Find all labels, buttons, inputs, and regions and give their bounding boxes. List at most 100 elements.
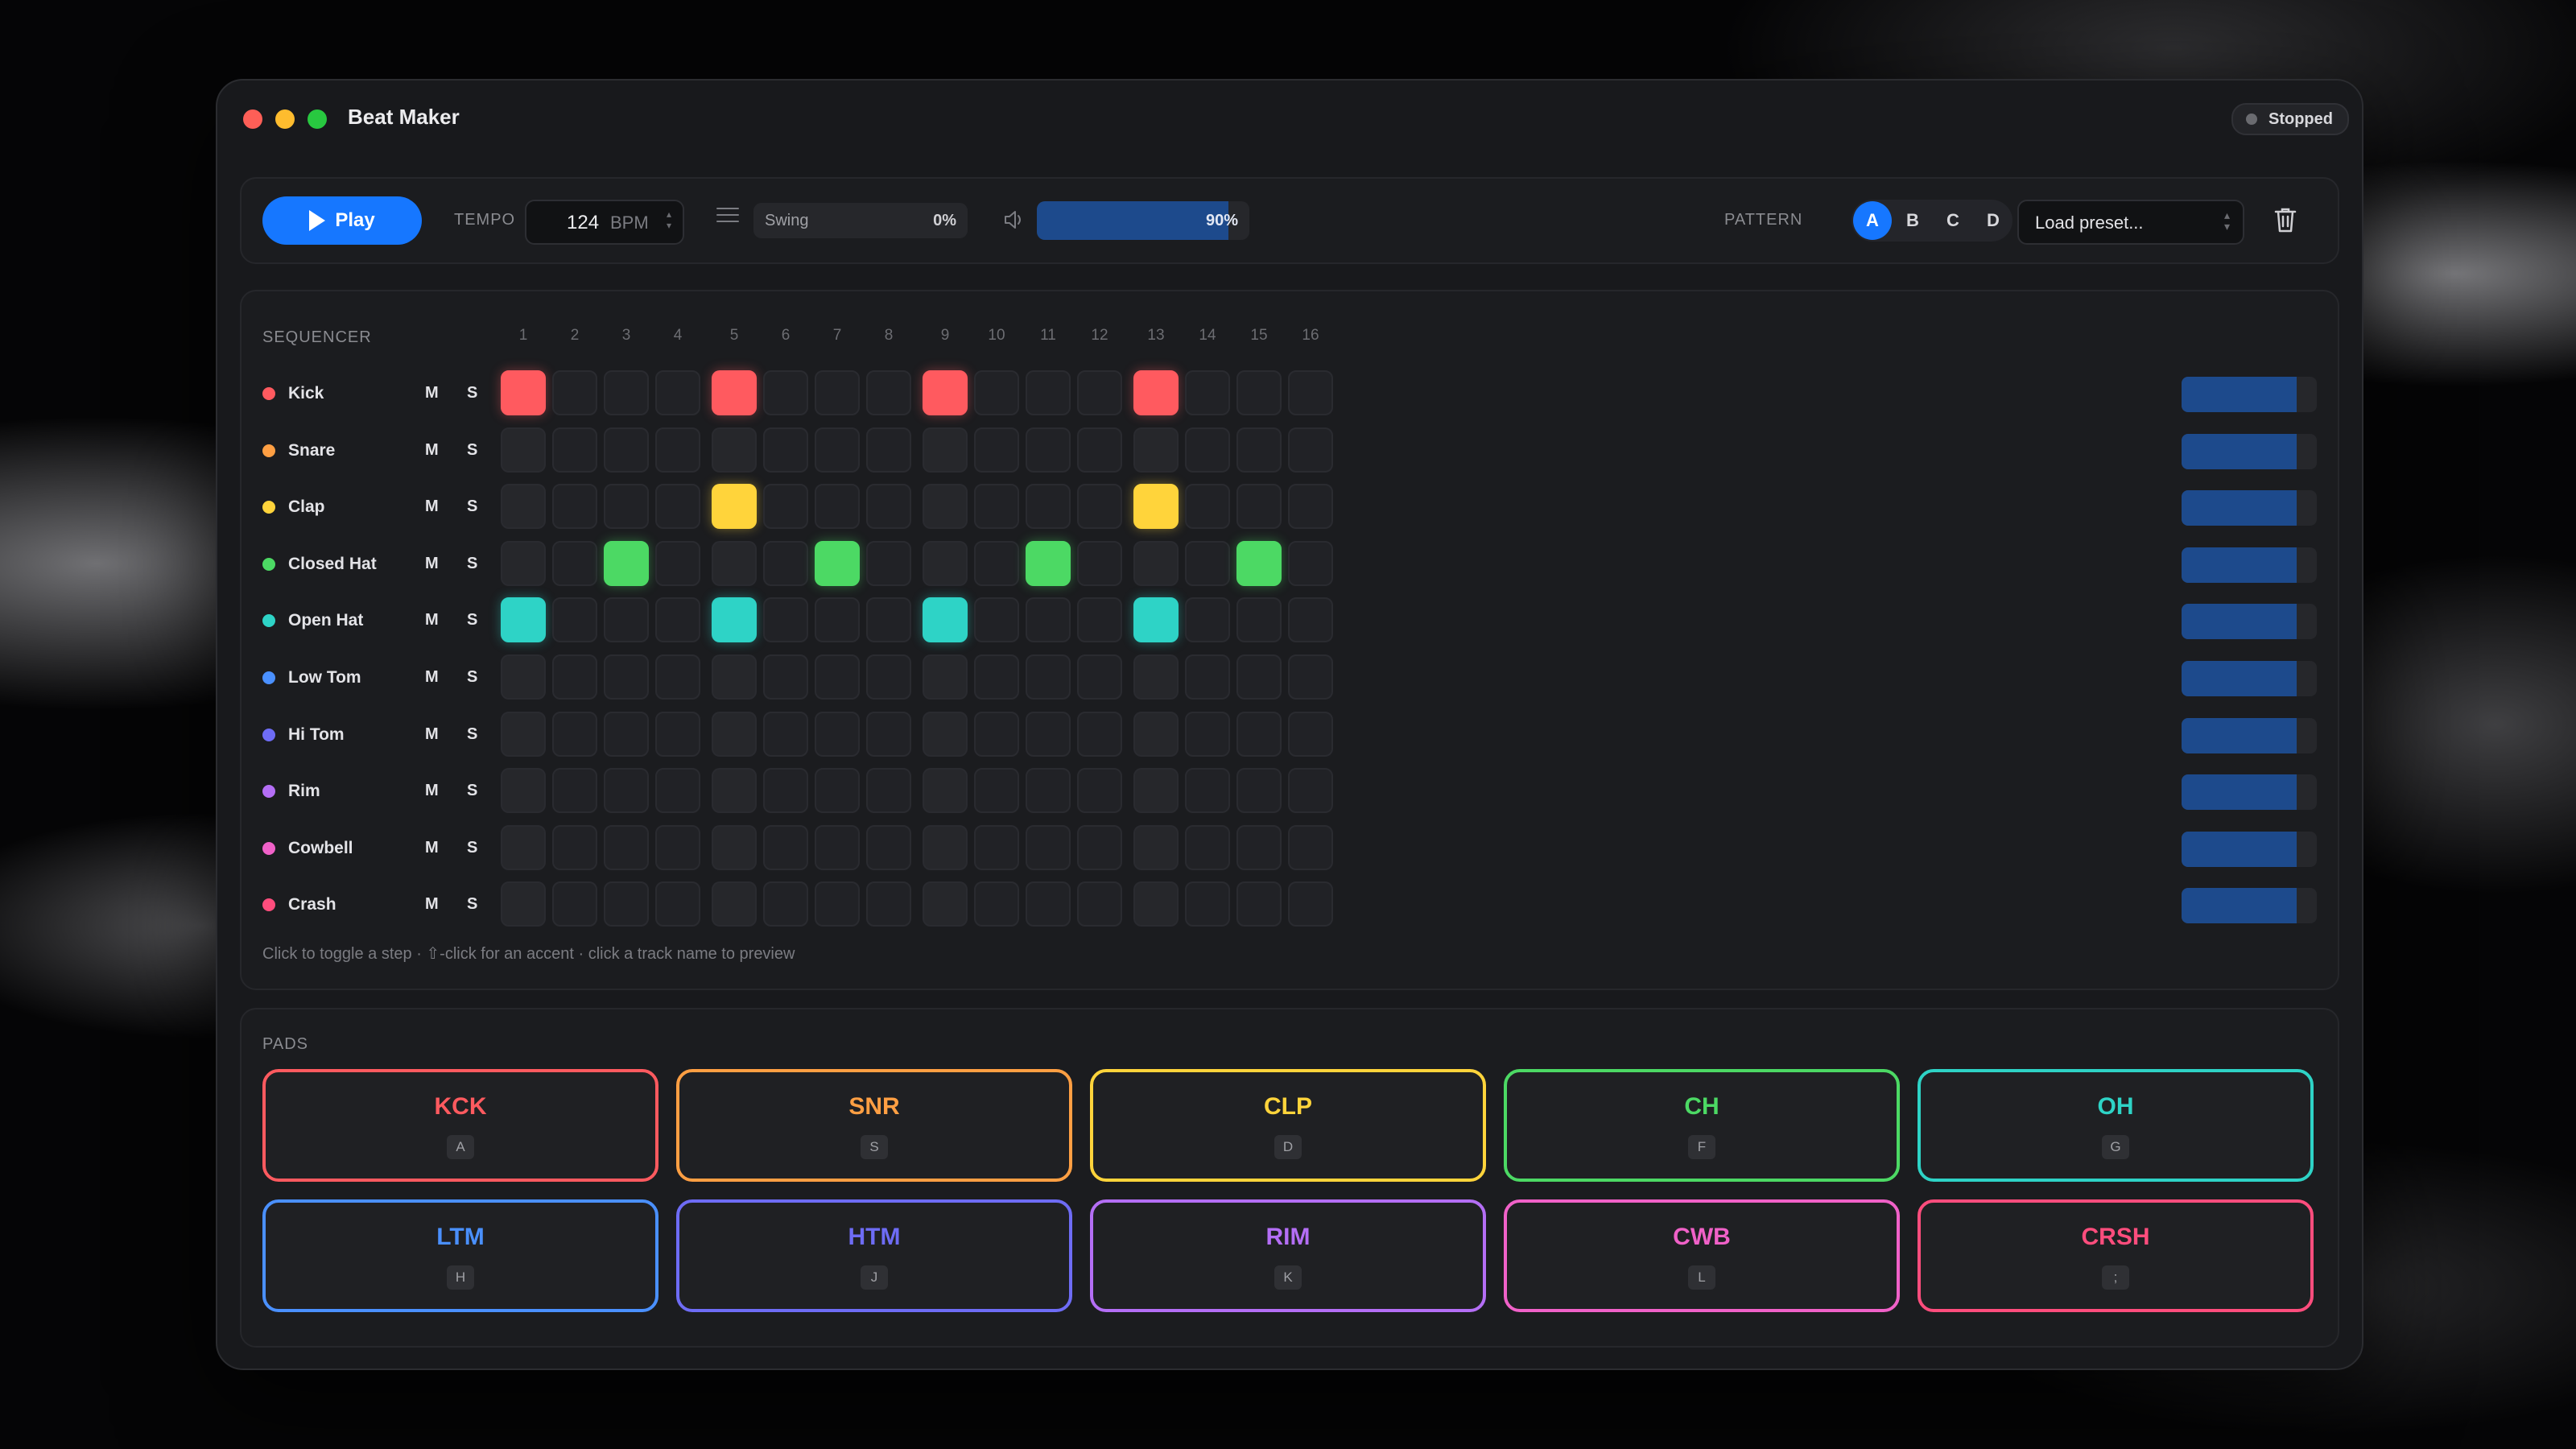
step-cell[interactable] (866, 597, 911, 643)
track-volume-slider[interactable] (2182, 490, 2317, 526)
step-cell[interactable] (501, 654, 546, 700)
step-cell[interactable] (974, 540, 1019, 586)
step-cell[interactable] (815, 824, 860, 870)
track-name[interactable]: Kick (288, 384, 324, 402)
step-cell[interactable] (923, 654, 968, 700)
track-name[interactable]: Cowbell (288, 838, 353, 857)
step-cell[interactable] (1077, 824, 1122, 870)
step-cell[interactable] (763, 881, 808, 927)
step-cell[interactable] (712, 711, 757, 757)
step-cell[interactable] (1236, 881, 1282, 927)
step-cell-active[interactable] (604, 540, 649, 586)
mute-button[interactable]: M (425, 384, 439, 402)
master-volume-slider[interactable]: 90% (1037, 201, 1249, 240)
step-cell[interactable] (1133, 711, 1179, 757)
step-cell[interactable] (923, 881, 968, 927)
step-cell[interactable] (1026, 768, 1071, 814)
drum-pad[interactable]: CWB L (1504, 1199, 1900, 1312)
step-cell[interactable] (974, 711, 1019, 757)
step-cell[interactable] (1288, 597, 1333, 643)
track-name[interactable]: Low Tom (288, 668, 361, 687)
step-cell[interactable] (1288, 711, 1333, 757)
step-cell[interactable] (1026, 824, 1071, 870)
step-cell[interactable] (604, 597, 649, 643)
step-cell[interactable] (1077, 540, 1122, 586)
step-cell[interactable] (1133, 540, 1179, 586)
track-volume-slider[interactable] (2182, 888, 2317, 924)
drum-pad[interactable]: KCK A (262, 1069, 658, 1182)
step-cell[interactable] (974, 484, 1019, 530)
step-cell[interactable] (655, 597, 700, 643)
track-name[interactable]: Rim (288, 782, 320, 801)
drum-pad[interactable]: CLP D (1090, 1069, 1486, 1182)
step-cell[interactable] (1185, 370, 1230, 415)
step-cell[interactable] (974, 370, 1019, 415)
step-cell[interactable] (655, 824, 700, 870)
step-cell[interactable] (712, 654, 757, 700)
track-volume-slider[interactable] (2182, 433, 2317, 469)
step-cell[interactable] (1236, 597, 1282, 643)
step-cell[interactable] (552, 711, 597, 757)
step-cell[interactable] (763, 768, 808, 814)
step-cell[interactable] (712, 540, 757, 586)
play-button[interactable]: Play (262, 196, 422, 245)
step-cell[interactable] (604, 484, 649, 530)
step-cell[interactable] (604, 370, 649, 415)
step-cell[interactable] (1185, 540, 1230, 586)
step-cell[interactable] (501, 768, 546, 814)
step-cell[interactable] (1185, 881, 1230, 927)
step-cell[interactable] (815, 484, 860, 530)
step-cell[interactable] (1077, 881, 1122, 927)
step-cell[interactable] (655, 427, 700, 473)
step-cell[interactable] (552, 768, 597, 814)
step-cell[interactable] (974, 881, 1019, 927)
step-cell[interactable] (866, 824, 911, 870)
step-cell[interactable] (1288, 370, 1333, 415)
step-cell-active[interactable] (923, 370, 968, 415)
step-cell[interactable] (1288, 540, 1333, 586)
step-cell[interactable] (815, 597, 860, 643)
step-cell[interactable] (815, 427, 860, 473)
trash-icon[interactable] (2273, 206, 2297, 233)
track-volume-slider[interactable] (2182, 717, 2317, 753)
step-cell[interactable] (815, 768, 860, 814)
step-cell-active[interactable] (1026, 540, 1071, 586)
track-volume-slider[interactable] (2182, 604, 2317, 640)
step-cell[interactable] (1077, 484, 1122, 530)
track-name[interactable]: Closed Hat (288, 554, 377, 573)
step-cell[interactable] (1288, 654, 1333, 700)
step-cell[interactable] (501, 881, 546, 927)
step-cell[interactable] (1026, 654, 1071, 700)
step-cell[interactable] (552, 654, 597, 700)
step-cell[interactable] (1133, 824, 1179, 870)
step-cell-active[interactable] (1133, 370, 1179, 415)
step-cell[interactable] (1133, 427, 1179, 473)
step-cell[interactable] (655, 654, 700, 700)
pattern-button-a[interactable]: A (1853, 201, 1892, 240)
step-cell[interactable] (1236, 824, 1282, 870)
step-cell[interactable] (1077, 370, 1122, 415)
drum-pad[interactable]: CH F (1504, 1069, 1900, 1182)
step-cell[interactable] (923, 768, 968, 814)
step-cell[interactable] (866, 711, 911, 757)
step-cell[interactable] (866, 881, 911, 927)
drum-pad[interactable]: CRSH; (1918, 1199, 2314, 1312)
step-cell[interactable] (552, 427, 597, 473)
mute-button[interactable]: M (425, 497, 439, 516)
step-cell[interactable] (1133, 881, 1179, 927)
step-cell[interactable] (655, 540, 700, 586)
step-cell[interactable] (1236, 370, 1282, 415)
solo-button[interactable]: S (467, 611, 478, 630)
step-cell[interactable] (1077, 711, 1122, 757)
step-cell[interactable] (763, 597, 808, 643)
step-cell-active[interactable] (712, 597, 757, 643)
step-cell[interactable] (501, 824, 546, 870)
step-cell[interactable] (1077, 768, 1122, 814)
step-cell[interactable] (1236, 711, 1282, 757)
step-cell[interactable] (604, 881, 649, 927)
solo-button[interactable]: S (467, 440, 478, 459)
step-cell[interactable] (923, 824, 968, 870)
step-cell[interactable] (1077, 597, 1122, 643)
step-cell[interactable] (974, 427, 1019, 473)
mute-button[interactable]: M (425, 838, 439, 857)
